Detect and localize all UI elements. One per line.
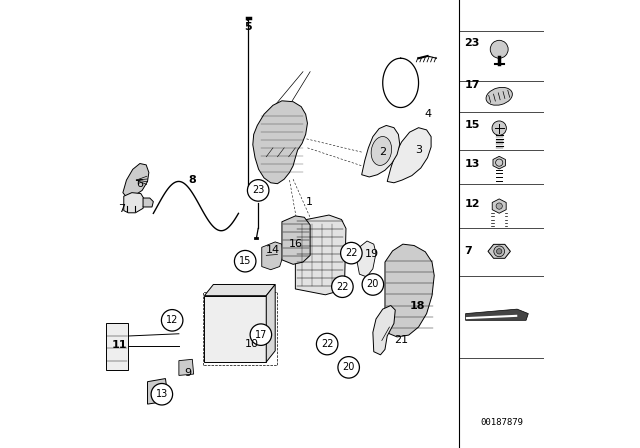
Polygon shape (362, 125, 400, 177)
Circle shape (497, 249, 502, 254)
Text: 22: 22 (345, 248, 358, 258)
Polygon shape (373, 306, 396, 355)
Text: 1: 1 (306, 197, 313, 207)
Circle shape (338, 357, 360, 378)
Text: 12: 12 (166, 315, 179, 325)
Polygon shape (143, 198, 154, 207)
Text: 7: 7 (118, 204, 125, 214)
Polygon shape (356, 241, 376, 277)
Text: 14: 14 (266, 245, 280, 254)
Circle shape (494, 246, 504, 257)
Text: 12: 12 (464, 199, 480, 209)
Text: 7: 7 (464, 246, 472, 256)
Text: 10: 10 (245, 339, 259, 349)
Text: 21: 21 (394, 335, 408, 345)
Circle shape (332, 276, 353, 297)
Polygon shape (124, 193, 145, 213)
Text: 16: 16 (289, 239, 303, 249)
Polygon shape (385, 244, 435, 337)
Ellipse shape (486, 87, 513, 105)
Polygon shape (387, 128, 431, 183)
Polygon shape (123, 164, 149, 197)
Text: 22: 22 (336, 282, 349, 292)
Circle shape (316, 333, 338, 355)
Ellipse shape (371, 137, 392, 165)
Circle shape (248, 180, 269, 201)
Circle shape (151, 383, 173, 405)
Polygon shape (179, 359, 194, 375)
Text: 6: 6 (136, 179, 143, 189)
Text: 13: 13 (156, 389, 168, 399)
Text: 4: 4 (424, 109, 431, 119)
Text: 15: 15 (239, 256, 252, 266)
Polygon shape (253, 101, 307, 184)
Text: 23: 23 (252, 185, 264, 195)
Circle shape (340, 242, 362, 264)
Text: 23: 23 (464, 38, 479, 47)
Polygon shape (465, 309, 528, 320)
Polygon shape (266, 284, 275, 362)
Polygon shape (488, 244, 511, 258)
Circle shape (161, 310, 183, 331)
Circle shape (490, 40, 508, 58)
Text: 8: 8 (188, 175, 196, 185)
Polygon shape (282, 216, 310, 264)
Text: 20: 20 (342, 362, 355, 372)
Text: 17: 17 (464, 80, 480, 90)
Circle shape (492, 121, 506, 135)
Text: 5: 5 (244, 22, 252, 32)
Circle shape (234, 250, 256, 272)
Text: 11: 11 (111, 340, 127, 350)
Text: 00187879: 00187879 (480, 418, 523, 426)
Text: 19: 19 (364, 250, 379, 259)
Circle shape (250, 324, 271, 345)
Text: 2: 2 (379, 147, 387, 157)
Text: 20: 20 (367, 280, 379, 289)
Circle shape (496, 203, 502, 209)
Text: 9: 9 (185, 368, 192, 378)
Circle shape (362, 274, 383, 295)
Polygon shape (296, 215, 346, 295)
Polygon shape (492, 199, 506, 213)
Text: 3: 3 (415, 145, 422, 155)
Text: 15: 15 (464, 121, 479, 130)
Polygon shape (147, 379, 168, 404)
Polygon shape (204, 296, 266, 362)
Polygon shape (493, 156, 506, 169)
Polygon shape (204, 284, 275, 296)
Text: 22: 22 (321, 339, 333, 349)
Text: 17: 17 (255, 330, 267, 340)
Text: 18: 18 (410, 301, 425, 310)
Polygon shape (106, 323, 128, 370)
Text: 13: 13 (464, 159, 479, 168)
Polygon shape (262, 242, 284, 270)
